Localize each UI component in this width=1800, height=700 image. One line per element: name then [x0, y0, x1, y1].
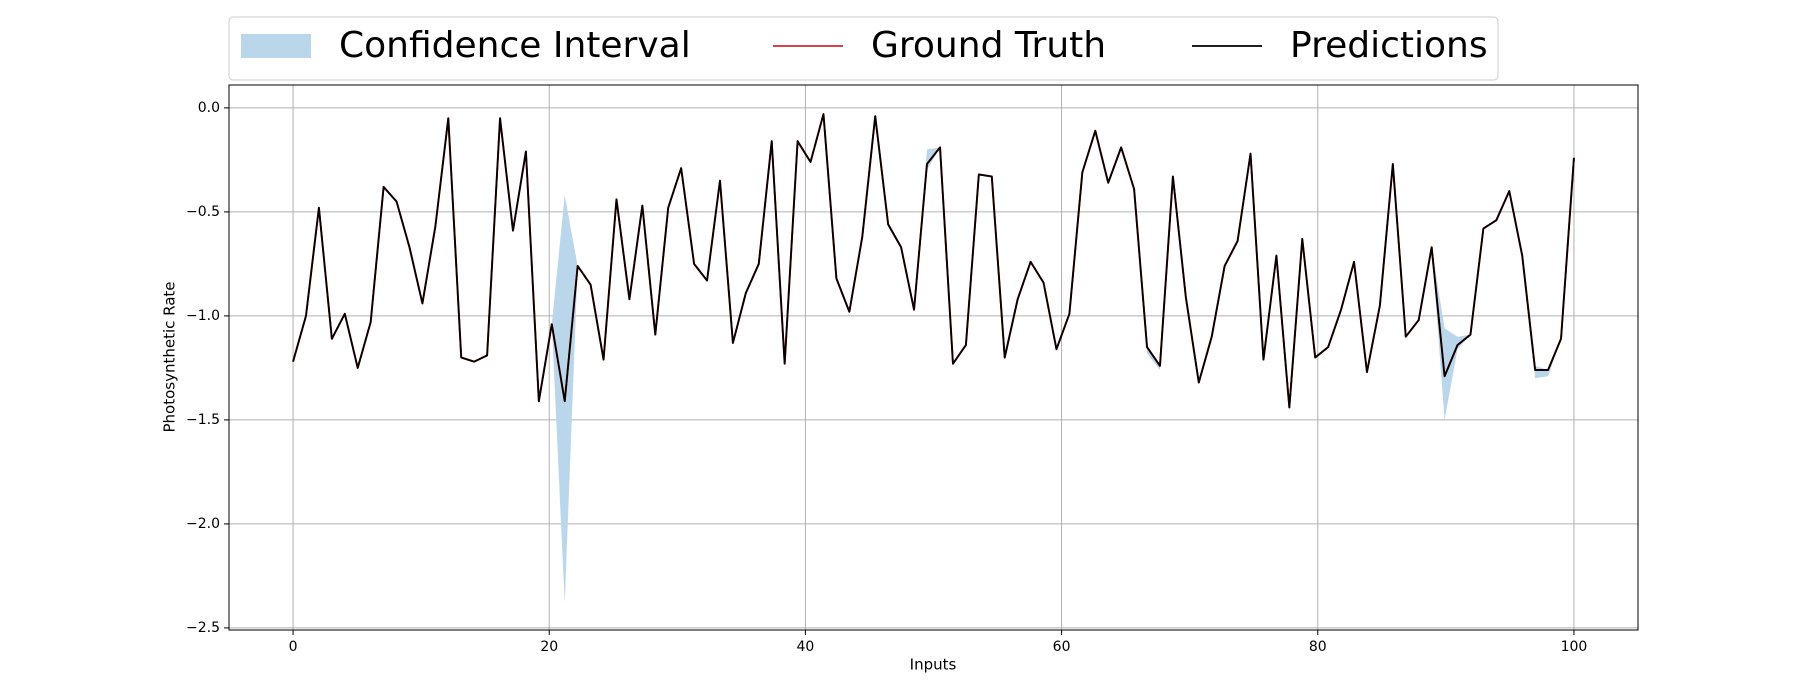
y-tick-label: 0.0 — [198, 100, 220, 116]
x-tick-label: 80 — [1309, 639, 1327, 655]
confidence-band — [293, 114, 1574, 603]
x-tick-label: 20 — [540, 639, 558, 655]
x-axis-label: Inputs — [910, 656, 957, 674]
legend-box — [228, 16, 1499, 81]
x-tick-label: 100 — [1561, 639, 1588, 655]
y-tick-label: −1.5 — [186, 412, 220, 428]
y-tick-label: −2.5 — [186, 620, 220, 636]
x-tick-label: 0 — [289, 639, 298, 655]
y-axis-label: Photosynthetic Rate — [161, 281, 179, 432]
y-tick-label: −1.0 — [186, 308, 220, 324]
legend-swatch — [241, 34, 311, 58]
legend-label: Ground Truth — [871, 25, 1106, 66]
plot-frame — [228, 84, 1639, 631]
legend-label: Confidence Interval — [339, 25, 691, 66]
x-tick-label: 40 — [796, 639, 814, 655]
y-tick-label: −0.5 — [186, 204, 220, 220]
x-tick-label: 60 — [1053, 639, 1071, 655]
line — [292, 113, 1575, 409]
y-tick-label: −2.0 — [186, 516, 220, 532]
legend-label: Predictions — [1290, 25, 1488, 66]
legend: Confidence Interval Ground Truth Predictio… — [228, 16, 1499, 81]
